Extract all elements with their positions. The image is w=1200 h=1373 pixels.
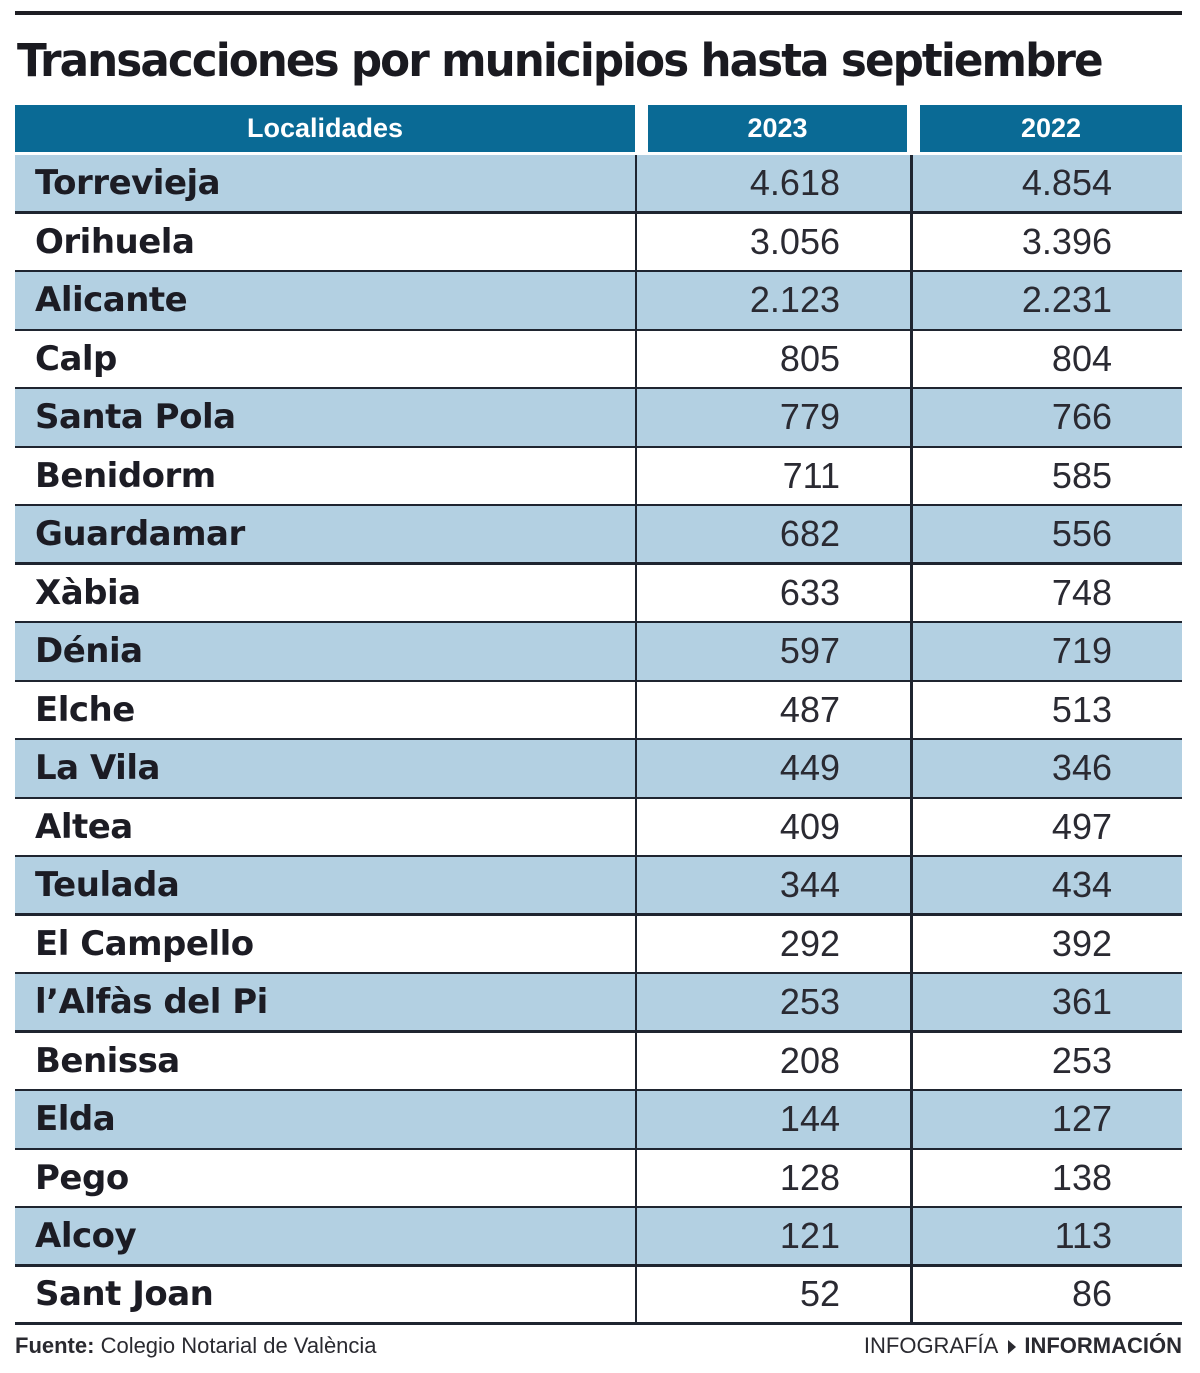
- locality-cell: Alicante: [15, 272, 637, 329]
- value-2023-cell: 409: [637, 798, 913, 855]
- value-2022-cell: 748: [1051, 571, 1112, 613]
- data-table: Localidades 2023 2022 Torrevieja 4.618 4.8…: [15, 105, 1182, 1325]
- value-2023-cell: 128: [637, 1149, 913, 1206]
- table-row: Guardamar 682 556: [15, 506, 1182, 565]
- value-2022-cell: 3.396: [1021, 220, 1112, 262]
- locality-cell: El Campello: [15, 915, 637, 972]
- locality-cell: Elda: [15, 1091, 637, 1148]
- locality-cell: Guardamar: [15, 506, 637, 562]
- value-2022-cell: 497: [1051, 805, 1112, 847]
- table-row: Teulada 344 434: [15, 857, 1182, 916]
- footer: Fuente: Colegio Notarial de València INF…: [15, 1330, 1182, 1362]
- source-note: Fuente: Colegio Notarial de València: [15, 1333, 377, 1359]
- value-2023-cell: 253: [637, 974, 913, 1030]
- value-2022-cell: 361: [1051, 980, 1112, 1022]
- value-2023-cell: 144: [637, 1091, 913, 1148]
- value-2022-cell: 556: [1051, 512, 1112, 554]
- locality-cell: Pego: [15, 1149, 637, 1206]
- header-divider: [635, 105, 648, 152]
- value-2022-cell: 766: [1051, 396, 1112, 438]
- value-2022-cell: 434: [1051, 863, 1112, 905]
- table-row: Altea 409 497: [15, 798, 1182, 857]
- credit: INFOGRAFÍA INFORMACIÓN: [864, 1333, 1182, 1359]
- arrow-right-icon: [1008, 1340, 1017, 1355]
- locality-cell: Alcoy: [15, 1208, 637, 1264]
- value-2023-cell: 121: [637, 1208, 913, 1264]
- value-2023-cell: 344: [637, 857, 913, 913]
- value-2022-cell: 585: [1051, 454, 1112, 496]
- locality-cell: l’Alfàs del Pi: [15, 974, 637, 1030]
- locality-cell: La Vila: [15, 740, 637, 797]
- locality-cell: Elche: [15, 681, 637, 738]
- source-text: Colegio Notarial de València: [94, 1333, 377, 1358]
- value-2022-cell: 392: [1051, 922, 1112, 964]
- value-2023-cell: 487: [637, 681, 913, 738]
- table-row: l’Alfàs del Pi 253 361: [15, 974, 1182, 1033]
- value-2022-cell: 4.854: [1021, 161, 1112, 203]
- table-row: Pego 128 138: [15, 1149, 1182, 1208]
- value-2022-cell: 113: [1054, 1214, 1112, 1256]
- top-rule: [15, 11, 1182, 15]
- table-header: Localidades 2023 2022: [15, 105, 1182, 152]
- value-2023-cell: 449: [637, 740, 913, 797]
- table-row: Elda 144 127: [15, 1091, 1182, 1150]
- table-row: Calp 805 804: [15, 330, 1182, 389]
- value-2022-cell: 2.231: [1021, 279, 1112, 321]
- table-row: Torrevieja 4.618 4.854: [15, 155, 1182, 214]
- table-row: Elche 487 513: [15, 681, 1182, 740]
- credit-prefix: INFOGRAFÍA: [863, 1333, 999, 1358]
- locality-cell: Dénia: [15, 623, 637, 680]
- value-2022-cell: 719: [1051, 630, 1112, 672]
- value-2022-cell: 346: [1051, 747, 1112, 789]
- table-row: Santa Pola 779 766: [15, 389, 1182, 448]
- value-2022-cell: 804: [1051, 337, 1112, 379]
- value-2023-cell: 597: [637, 623, 913, 680]
- locality-cell: Orihuela: [15, 213, 637, 270]
- locality-cell: Benissa: [15, 1032, 637, 1089]
- value-2023-cell: 4.618: [637, 155, 913, 211]
- table-row: Xàbia 633 748: [15, 564, 1182, 623]
- value-2023-cell: 633: [637, 564, 913, 621]
- page-title: Transacciones por municipios hasta septi…: [17, 34, 1104, 87]
- header-2022: 2022: [920, 105, 1182, 152]
- value-2023-cell: 3.056: [637, 213, 913, 270]
- value-2022-cell: 138: [1051, 1156, 1112, 1198]
- locality-cell: Sant Joan: [15, 1266, 637, 1322]
- value-2023-cell: 2.123: [637, 272, 913, 329]
- table-row: Alcoy 121 113: [15, 1208, 1182, 1267]
- table-row: Dénia 597 719: [15, 623, 1182, 682]
- header-localidades: Localidades: [15, 105, 635, 152]
- header-2023: 2023: [648, 105, 907, 152]
- table-body: Torrevieja 4.618 4.854 Orihuela 3.056 3.396 Al…: [15, 155, 1182, 1325]
- header-divider: [907, 105, 920, 152]
- source-label: Fuente:: [15, 1333, 95, 1358]
- value-2023-cell: 208: [637, 1032, 913, 1089]
- value-2023-cell: 805: [637, 330, 913, 387]
- value-2023-cell: 52: [637, 1266, 913, 1322]
- value-2023-cell: 292: [637, 915, 913, 972]
- locality-cell: Torrevieja: [15, 155, 637, 211]
- credit-brand: INFORMACIÓN: [1024, 1333, 1182, 1358]
- value-2023-cell: 779: [637, 389, 913, 446]
- table-row: Alicante 2.123 2.231: [15, 272, 1182, 331]
- table-row: Benidorm 711 585: [15, 447, 1182, 506]
- locality-cell: Altea: [15, 798, 637, 855]
- table-row: Sant Joan 52 86: [15, 1266, 1182, 1325]
- value-2022-cell: 86: [1071, 1273, 1112, 1315]
- value-2022-cell: 253: [1051, 1039, 1112, 1081]
- table-row: Benissa 208 253: [15, 1032, 1182, 1091]
- locality-cell: Benidorm: [15, 447, 637, 504]
- value-2023-cell: 711: [637, 447, 913, 504]
- locality-cell: Santa Pola: [15, 389, 637, 446]
- value-2022-cell: 127: [1051, 1098, 1112, 1140]
- locality-cell: Xàbia: [15, 564, 637, 621]
- table-row: La Vila 449 346: [15, 740, 1182, 799]
- value-2022-cell: 513: [1051, 688, 1112, 730]
- locality-cell: Calp: [15, 330, 637, 387]
- locality-cell: Teulada: [15, 857, 637, 913]
- table-row: El Campello 292 392: [15, 915, 1182, 974]
- value-2023-cell: 682: [637, 506, 913, 562]
- table-row: Orihuela 3.056 3.396: [15, 213, 1182, 272]
